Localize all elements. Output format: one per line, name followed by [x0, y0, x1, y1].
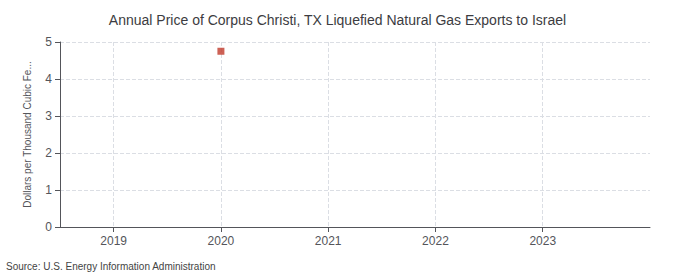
- svg-text:3: 3: [45, 109, 52, 123]
- svg-text:Dollars per Thousand Cubic Fe.: Dollars per Thousand Cubic Fe...: [22, 61, 33, 208]
- svg-text:2022: 2022: [422, 234, 449, 248]
- svg-text:2019: 2019: [100, 234, 127, 248]
- svg-text:1: 1: [45, 183, 52, 197]
- svg-text:0: 0: [45, 220, 52, 234]
- svg-text:2021: 2021: [315, 234, 342, 248]
- svg-text:2: 2: [45, 146, 52, 160]
- svg-text:2023: 2023: [529, 234, 556, 248]
- svg-text:4: 4: [45, 72, 52, 86]
- svg-text:Annual Price of Corpus Christi: Annual Price of Corpus Christi, TX Lique…: [109, 12, 566, 28]
- svg-text:2020: 2020: [208, 234, 235, 248]
- svg-text:5: 5: [45, 35, 52, 49]
- svg-text:Source: U.S. Energy Informatio: Source: U.S. Energy Information Administ…: [6, 261, 216, 272]
